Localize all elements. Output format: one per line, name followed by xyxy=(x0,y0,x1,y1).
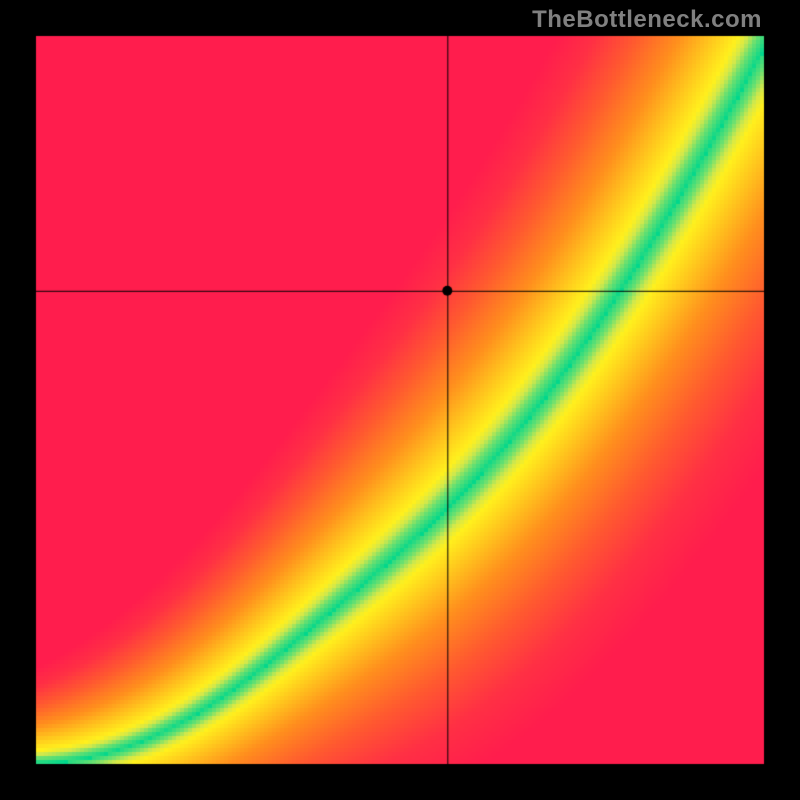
watermark-label: TheBottleneck.com xyxy=(532,6,762,34)
bottleneck-heatmap xyxy=(0,0,800,800)
